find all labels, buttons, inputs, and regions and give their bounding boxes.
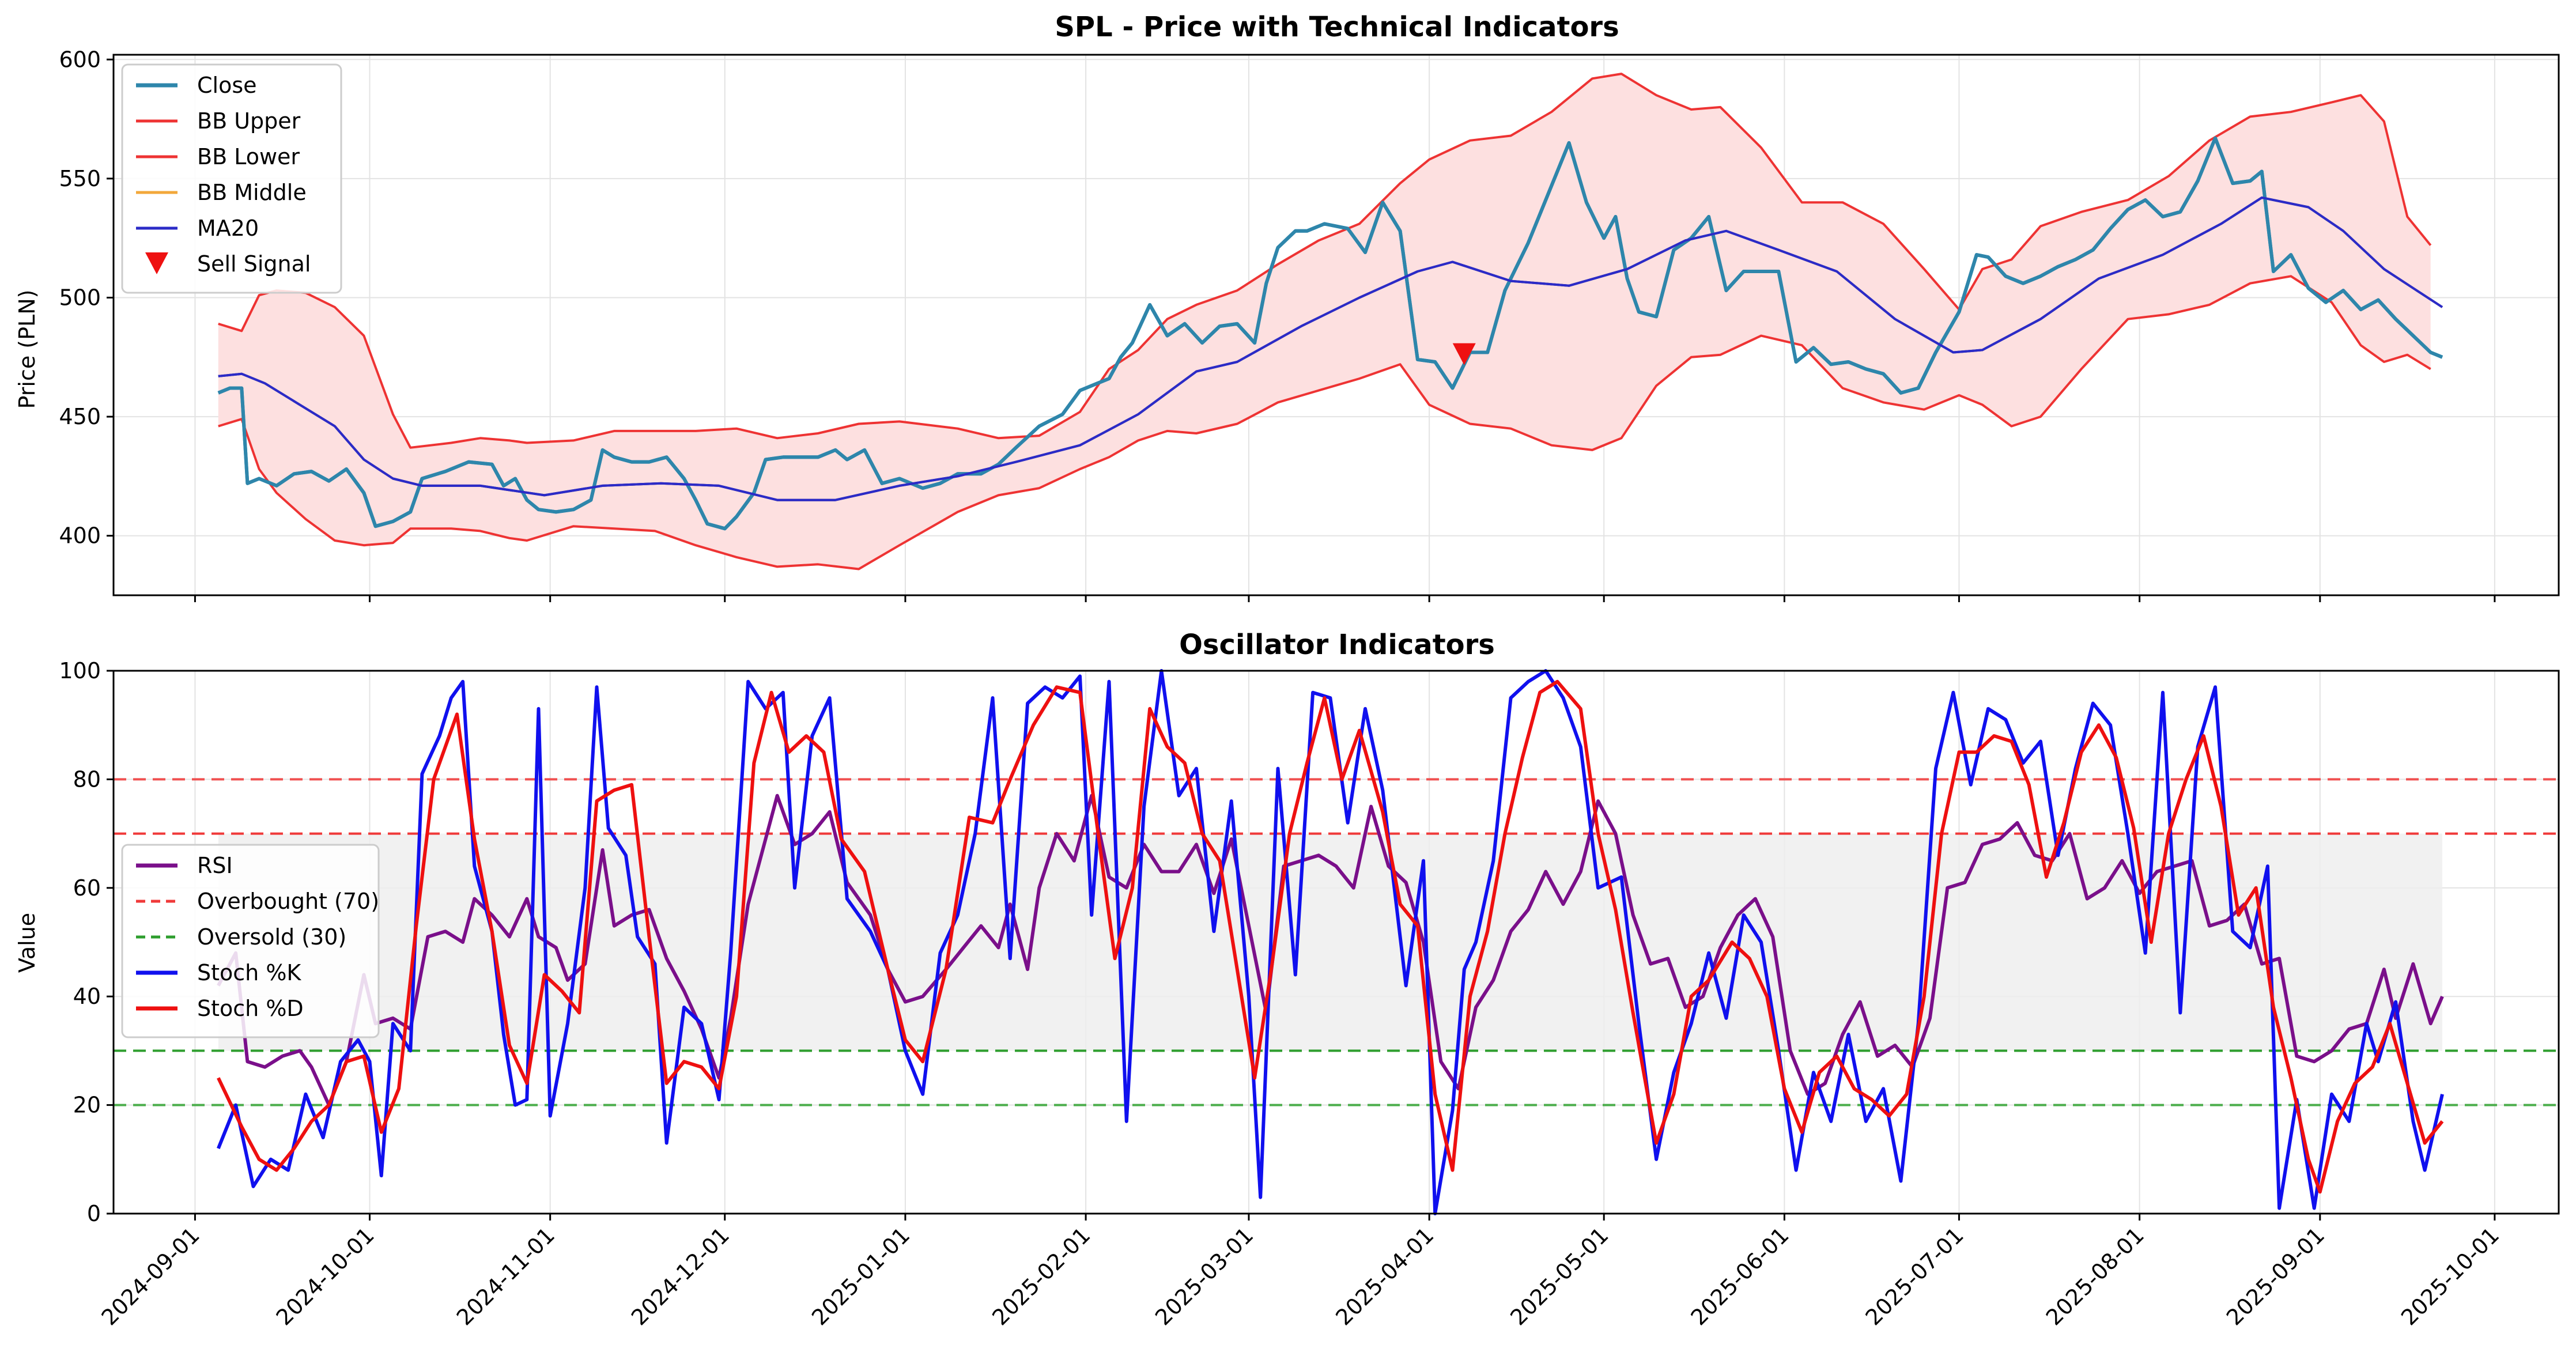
oscillator-series [217,669,2444,1215]
neutral-zone-rect [218,833,2442,1051]
y-tick-label: 500 [59,285,101,310]
x-tick-label: 2025-07-01 [1861,1222,1969,1330]
x-tick-label: 2025-09-01 [2222,1222,2329,1330]
legend-label: Stoch %D [197,996,304,1021]
legend-label: BB Middle [197,180,307,205]
legend-label: Oversold (30) [197,924,346,950]
legend-label: Stoch %K [197,960,301,985]
series-ma20-top [218,196,2443,501]
oscillator-y-axis-label: Value [14,913,40,973]
price-chart-title: SPL - Price with Technical Indicators [1055,11,1619,43]
x-tick-label: 2024-09-01 [97,1222,205,1330]
series-close-top [217,136,2443,531]
bollinger-band-fill [218,74,2431,569]
y-tick-label: 450 [59,404,101,429]
price-panel: SPL - Price with Technical Indicators Pr… [14,11,2560,602]
price-legend: Close BB Upper BB Lower BB Middle MA20 Sell S… [121,63,342,294]
x-tick-label: 2024-11-01 [452,1222,560,1330]
legend-label: Overbought (70) [197,889,379,914]
y-tick-label: 100 [59,658,101,683]
price-series [217,73,2443,570]
x-tick-label: 2025-01-01 [807,1222,915,1330]
legend-label: Close [197,73,257,98]
x-tick-label: 2025-02-01 [987,1222,1095,1330]
bollinger-band-area [218,74,2431,569]
oscillator-legend: RSI Overbought (70) Oversold (30) Stoch %K S… [121,844,380,1038]
price-plot-frame [112,54,2560,596]
series-rsi [217,794,2444,1107]
price-x-ticks [194,595,2496,602]
legend-box [121,844,380,1038]
threshold-lines [114,778,2559,1106]
y-tick-label: 0 [87,1201,101,1226]
legend-label: MA20 [197,216,259,241]
x-tick-label: 2025-05-01 [1505,1222,1613,1330]
legend-label: Sell Signal [197,251,311,277]
legend-label: BB Lower [197,144,300,169]
legend-label: RSI [197,853,233,878]
sell-signal-markers [1452,343,1476,365]
sell-signal-marker [1452,343,1476,365]
x-tick-label: 2025-04-01 [1331,1222,1438,1330]
series-bb-lower [218,275,2431,570]
series-stoch-d [217,679,2444,1194]
y-tick-label: 600 [59,47,101,72]
oscillator-panel: Oscillator Indicators Value 0 20 40 60 80 100… [14,629,2560,1331]
oscillator-plot-frame [112,670,2560,1215]
y-tick-label: 400 [59,523,101,549]
x-tick-label: 2025-03-01 [1150,1222,1258,1330]
neutral-zone-fill [218,833,2442,1051]
y-tick-label: 60 [73,875,101,901]
x-tick-label: 2025-10-01 [2396,1222,2504,1330]
x-tick-label: 2024-10-01 [271,1222,379,1330]
y-tick-label: 20 [73,1093,101,1118]
x-tick-label: 2025-06-01 [1686,1222,1793,1330]
legend-label: BB Upper [197,108,301,134]
legend-swatch [145,252,168,274]
x-tick-label: 2024-12-01 [626,1222,734,1330]
y-tick-label: 40 [73,984,101,1009]
y-tick-label: 80 [73,766,101,792]
y-tick-label: 550 [59,166,101,191]
oscillator-chart-title: Oscillator Indicators [1179,629,1495,661]
price-y-ticks: 400 450 500 550 600 [59,47,114,549]
oscillator-x-ticks: 2024-09-01 2024-10-01 2024-11-01 2024-12-01… [97,1214,2504,1331]
x-tick-label: 2025-08-01 [2041,1222,2149,1330]
series-bb-upper [218,73,2432,449]
price-y-axis-label: Price (PLN) [14,290,40,409]
oscillator-y-ticks: 0 20 40 60 80 100 [59,658,114,1226]
